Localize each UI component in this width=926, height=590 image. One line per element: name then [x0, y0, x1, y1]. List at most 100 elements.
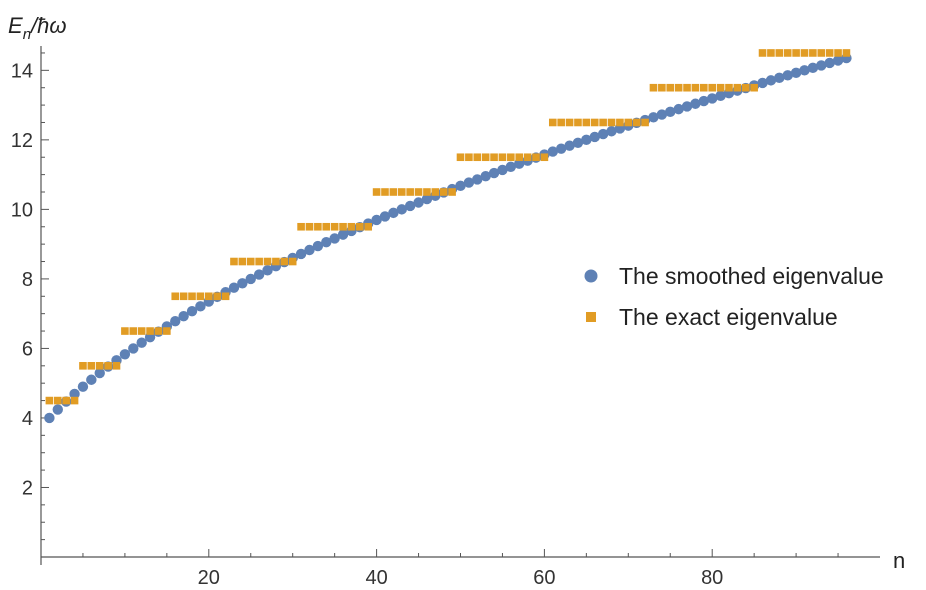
exact-eigenvalue-point [112, 362, 121, 370]
exact-eigenvalue-point [45, 396, 54, 405]
exact-eigenvalue-point [565, 118, 574, 127]
exact-eigenvalue-point [305, 222, 314, 231]
smoothed-eigenvalue-point [472, 174, 483, 185]
smoothed-eigenvalue-point [690, 98, 701, 109]
y-tick-label: 12 [11, 130, 33, 152]
exact-eigenvalue-point [700, 83, 708, 92]
exact-eigenvalue-point [658, 83, 666, 92]
smoothed-eigenvalue-point [681, 101, 693, 112]
smoothed-eigenvalue-point [304, 244, 315, 256]
y-tick-label: 2 [22, 477, 33, 499]
exact-eigenvalue-point [53, 396, 62, 405]
exact-eigenvalue-point [691, 83, 700, 92]
exact-eigenvalue-point [95, 362, 104, 370]
smoothed-eigenvalue-point [514, 158, 525, 169]
exact-eigenvalue-point [246, 257, 255, 266]
exact-eigenvalue-point [674, 83, 683, 92]
exact-eigenvalue-point [188, 292, 196, 301]
exact-eigenvalue-point [842, 49, 851, 57]
smoothed-eigenvalue-point [388, 207, 399, 219]
smoothed-eigenvalue-point [321, 237, 332, 248]
exact-eigenvalue-point [548, 118, 557, 127]
smoothed-eigenvalue-point [379, 211, 391, 222]
exact-eigenvalue-point [79, 362, 87, 370]
smoothed-eigenvalue-point [86, 374, 97, 385]
y-tick-label: 4 [22, 408, 33, 430]
smoothed-eigenvalue-point [237, 278, 248, 289]
exact-eigenvalue-point [356, 222, 364, 231]
smoothed-eigenvalue-point [715, 90, 726, 102]
exact-eigenvalue-point [213, 292, 221, 301]
exact-eigenvalue-point [758, 49, 767, 57]
smoothed-eigenvalue-point [816, 60, 827, 71]
exact-eigenvalue-point [423, 188, 431, 196]
exact-eigenvalue-point [473, 153, 482, 162]
exact-eigenvalue-point [137, 327, 146, 335]
exact-eigenvalue-point [540, 153, 549, 162]
exact-eigenvalue-point [649, 83, 658, 92]
smoothed-eigenvalue-point [186, 305, 198, 317]
exact-eigenvalue-point [297, 222, 305, 231]
smoothed-eigenvalue-point [606, 126, 617, 137]
exact-eigenvalue-point [381, 188, 389, 196]
exact-eigenvalue-point [582, 118, 591, 127]
svg-text:En/ħω: En/ħω [8, 13, 67, 43]
exact-eigenvalue-point [238, 257, 247, 266]
exact-eigenvalue-point [767, 49, 775, 57]
smoothed-eigenvalue-point [228, 282, 240, 293]
exact-eigenvalue-point [406, 188, 414, 196]
exact-eigenvalue-point [221, 292, 230, 301]
smoothed-eigenvalue-point [782, 70, 793, 81]
exact-eigenvalue-point [431, 188, 440, 196]
exact-eigenvalue-point [272, 257, 280, 266]
smoothed-eigenvalue-point [295, 248, 307, 260]
smoothed-eigenvalue-point [488, 167, 500, 179]
smoothed-eigenvalue-point [665, 106, 676, 118]
smoothed-eigenvalue-point [371, 214, 382, 226]
axes: 20 40 60 80 2 4 6 8 10 12 14 [11, 46, 880, 589]
smoothed-eigenvalue-point [497, 164, 508, 176]
smoothed-eigenvalue-point [597, 128, 609, 140]
y-axis-title-subscript: n [23, 26, 31, 43]
exact-eigenvalue-point [481, 153, 490, 162]
smoothed-eigenvalue-point [463, 177, 475, 188]
legend-marker-exact [586, 312, 596, 322]
exact-eigenvalue-point [557, 118, 565, 127]
exact-eigenvalue-point [599, 118, 607, 127]
exact-eigenvalue-point [314, 222, 322, 231]
exact-eigenvalue-point [590, 118, 599, 127]
x-tick-label: 40 [365, 567, 387, 589]
exact-eigenvalue-point [532, 153, 540, 162]
exact-eigenvalue-point [330, 222, 339, 231]
exact-eigenvalue-point [280, 257, 289, 266]
exact-eigenvalue-point [775, 49, 784, 57]
y-tick-label: 6 [22, 338, 33, 360]
exact-eigenvalue-point [666, 83, 675, 92]
exact-eigenvalue-point [783, 49, 792, 57]
smoothed-eigenvalue-point [832, 55, 844, 66]
exact-eigenvalue-point [800, 49, 809, 57]
exact-eigenvalue-point [439, 188, 448, 196]
x-tick-label: 20 [198, 567, 220, 589]
y-axis-title-rest: /ħω [29, 13, 66, 38]
exact-eigenvalue-point [70, 396, 79, 405]
smoothed-eigenvalue-point [790, 67, 802, 79]
smoothed-eigenvalue-point [329, 233, 340, 244]
exact-eigenvalue-point [255, 257, 263, 266]
exact-eigenvalue-point [708, 83, 716, 92]
legend-label-exact: The exact eigenvalue [619, 304, 838, 330]
exact-eigenvalue-point [809, 49, 817, 57]
y-tick-label: 8 [22, 269, 33, 291]
exact-eigenvalue-point [414, 188, 423, 196]
exact-eigenvalue-point [87, 362, 96, 370]
exact-eigenvalue-point [733, 83, 742, 92]
exact-eigenvalue-point [825, 49, 834, 57]
exact-eigenvalue-point [741, 83, 750, 92]
exact-eigenvalue-point [616, 118, 624, 127]
smoothed-eigenvalue-point [455, 180, 466, 192]
exact-eigenvalue-point [389, 188, 398, 196]
y-axis-title-base: E [8, 13, 23, 38]
smoothed-eigenvalue-point [170, 316, 181, 327]
smoothed-eigenvalue-point [337, 229, 349, 240]
exact-eigenvalue-point [146, 327, 154, 335]
